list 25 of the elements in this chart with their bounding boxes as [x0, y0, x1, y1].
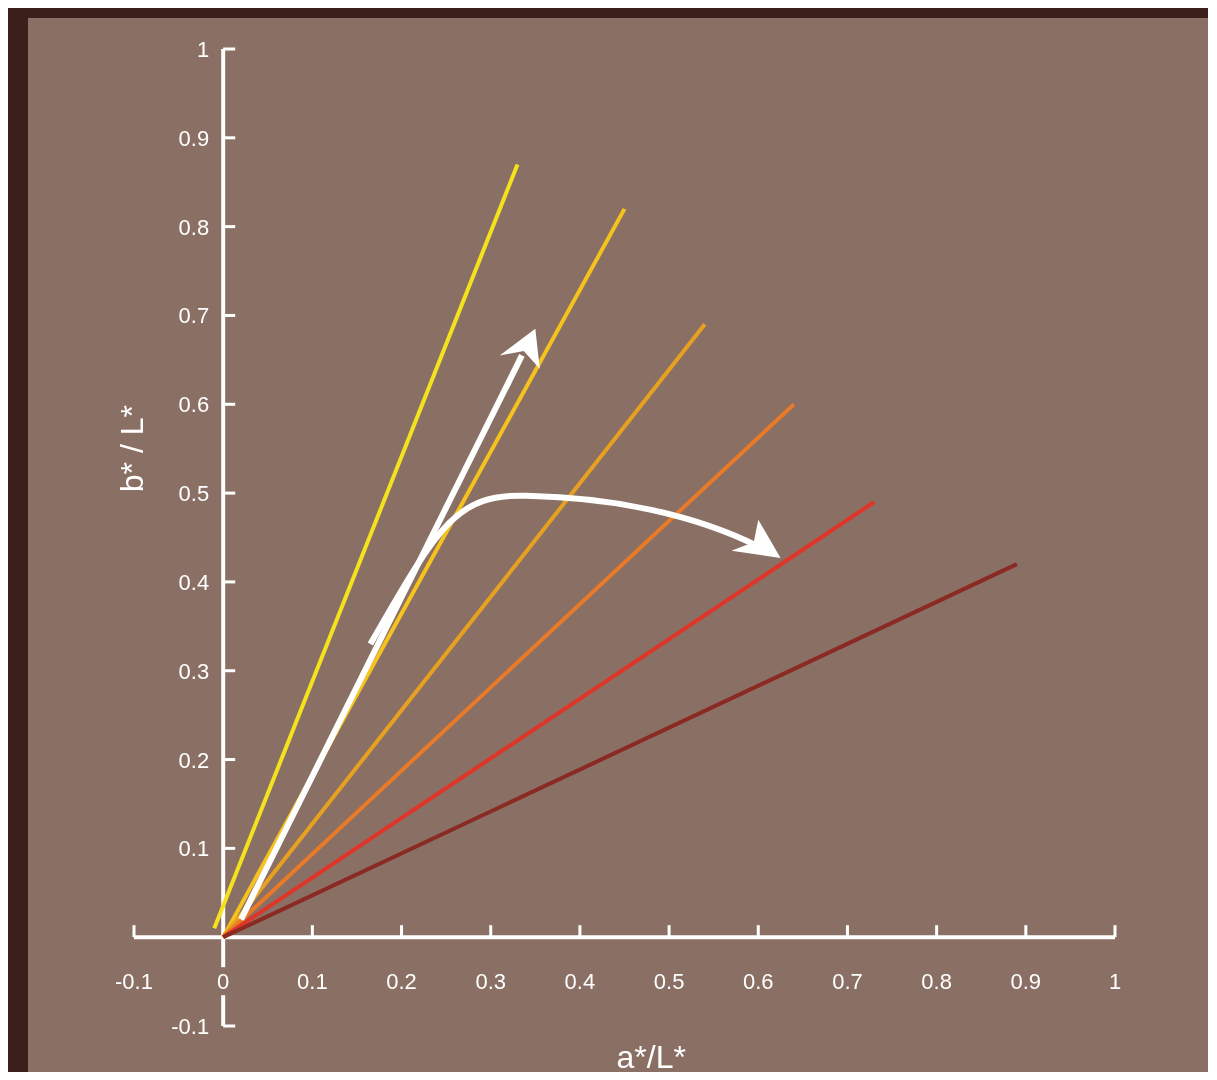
x-tick-label: 0.2: [386, 969, 417, 995]
y-tick-label: 0.5: [178, 481, 210, 507]
x-tick-label: 0.9: [1010, 969, 1042, 995]
y-tick-label: 0.6: [178, 392, 210, 418]
y-tick-label: 0.7: [178, 303, 210, 329]
x-tick-label: 1: [1108, 969, 1122, 995]
x-tick-label: 0.4: [564, 969, 596, 995]
x-tick-label: 0.6: [742, 969, 774, 995]
x-tick-label: 0.8: [921, 969, 952, 995]
y-tick-label: 0.3: [178, 658, 210, 684]
x-tick-label: 0.5: [653, 969, 685, 995]
y-tick-label: 0.4: [178, 569, 210, 595]
y-tick-label: 1: [196, 37, 210, 62]
x-tick-label: 0.1: [297, 969, 328, 995]
x-tick-label: -0.1: [115, 969, 153, 995]
y-tick-label: -0.1: [171, 1014, 210, 1039]
y-tick-label: 0.8: [178, 214, 210, 240]
x-axis-title: a*/L*: [616, 1039, 686, 1075]
x-tick-label: 0: [217, 969, 230, 995]
y-tick-label: 0.2: [178, 747, 210, 773]
y-axis-title: b* / L*: [114, 405, 151, 493]
x-tick-label: 0.7: [832, 969, 863, 995]
x-tick-label: 0.3: [475, 969, 507, 995]
y-tick-label: 0.1: [178, 836, 210, 862]
y-tick-label: 0.9: [178, 125, 210, 151]
